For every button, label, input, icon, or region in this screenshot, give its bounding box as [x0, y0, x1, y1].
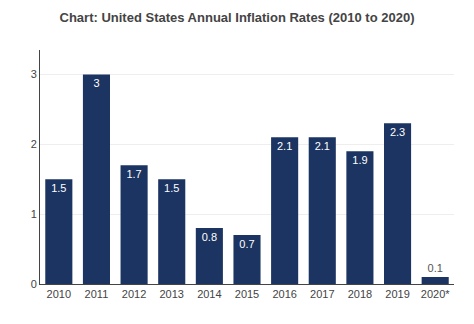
svg-text:2020*: 2020*: [421, 288, 450, 300]
svg-text:3: 3: [31, 68, 37, 80]
svg-text:2013: 2013: [159, 288, 183, 300]
svg-text:2019: 2019: [385, 288, 409, 300]
svg-text:2011: 2011: [85, 288, 109, 300]
svg-text:2: 2: [31, 138, 37, 150]
svg-text:Chart: United States Annual In: Chart: United States Annual Inflation Ra…: [60, 10, 415, 25]
svg-text:0.7: 0.7: [239, 238, 254, 250]
svg-text:1.5: 1.5: [51, 182, 66, 194]
svg-text:2018: 2018: [348, 288, 372, 300]
svg-text:1.5: 1.5: [164, 182, 179, 194]
svg-text:2017: 2017: [310, 288, 334, 300]
svg-text:1: 1: [31, 208, 37, 220]
svg-text:3: 3: [93, 77, 99, 89]
svg-text:2012: 2012: [122, 288, 146, 300]
svg-text:2.1: 2.1: [315, 140, 330, 152]
svg-text:0.8: 0.8: [202, 231, 217, 243]
svg-text:2010: 2010: [47, 288, 71, 300]
svg-text:2016: 2016: [272, 288, 296, 300]
svg-text:2015: 2015: [235, 288, 259, 300]
svg-text:1.7: 1.7: [126, 168, 141, 180]
svg-text:2.1: 2.1: [277, 140, 292, 152]
svg-text:0.1: 0.1: [428, 262, 443, 274]
svg-text:0: 0: [31, 278, 37, 290]
svg-text:2.3: 2.3: [390, 126, 405, 138]
svg-text:1.9: 1.9: [352, 154, 367, 166]
svg-text:2014: 2014: [197, 288, 221, 300]
